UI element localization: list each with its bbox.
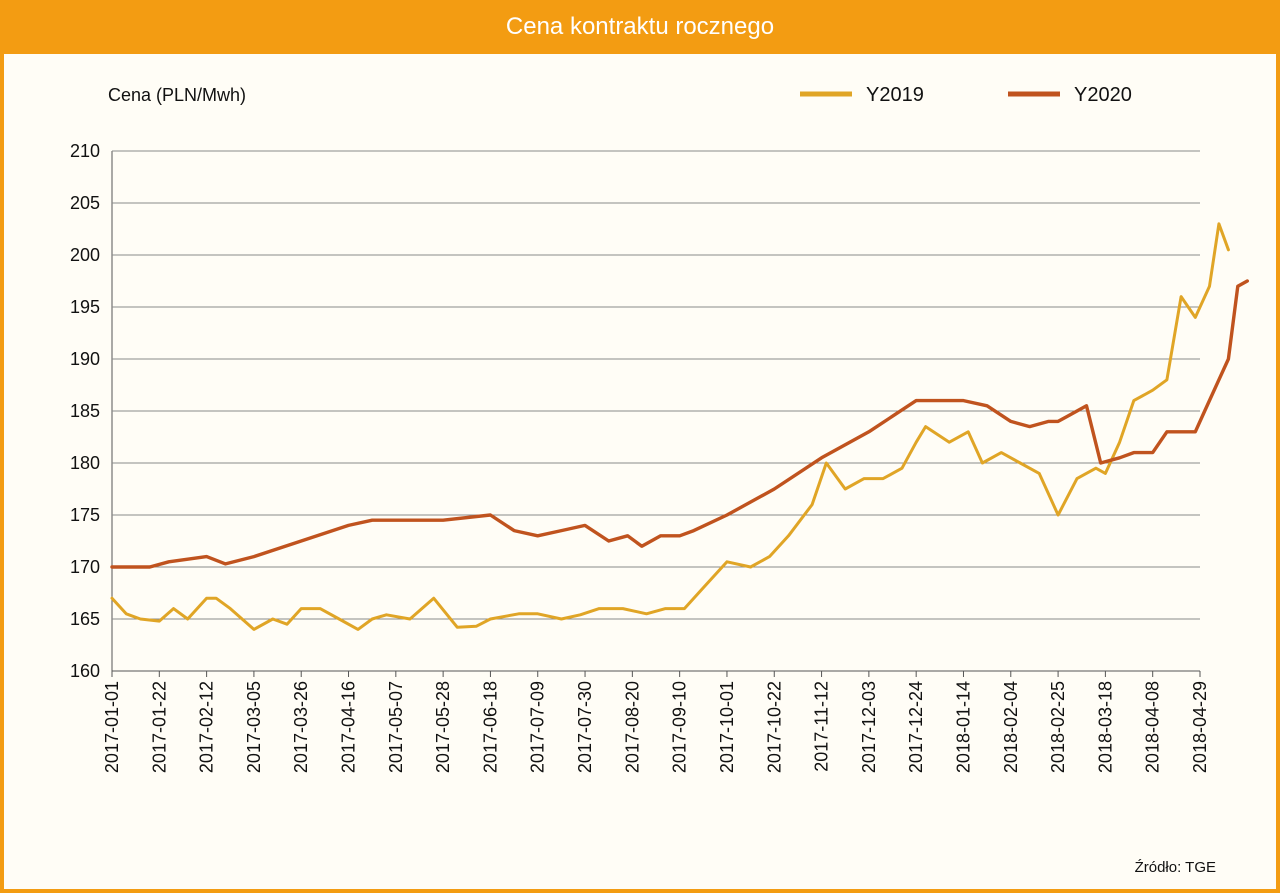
x-tick-label: 2017-01-22 (149, 681, 169, 773)
series-line-y2019 (110, 222, 1230, 631)
x-tick-label: 2017-10-01 (717, 681, 737, 773)
x-tick-label: 2017-12-24 (906, 681, 926, 773)
chart-title-bar: Cena kontraktu rocznego (0, 0, 1280, 54)
x-tick-label: 2018-04-29 (1190, 681, 1210, 773)
legend-label-y2020: Y2020 (1074, 84, 1132, 106)
x-tick-label: 2017-11-12 (812, 681, 832, 772)
x-tick-label: 2018-01-14 (953, 681, 973, 773)
y-tick-label: 205 (70, 193, 100, 213)
x-tick-label: 2017-05-28 (433, 681, 453, 773)
x-tick-label: 2018-03-18 (1095, 681, 1115, 773)
x-tick-label: 2017-09-10 (670, 681, 690, 773)
x-tick-label: 2017-03-26 (291, 681, 311, 773)
x-tick-label: 2017-10-22 (764, 681, 784, 773)
y-axis-label: Cena (PLN/Mwh) (108, 85, 246, 105)
chart-title: Cena kontraktu rocznego (505, 13, 775, 40)
y-tick-label: 190 (70, 349, 100, 369)
series-points-y2020 (111, 280, 1248, 568)
x-tick-label: 2017-08-20 (622, 681, 642, 773)
series-points-y2019 (111, 223, 1229, 630)
y-tick-label: 165 (70, 609, 100, 629)
series-line-y2020 (110, 279, 1250, 569)
source-note: Źródło: TGE (1135, 859, 1216, 876)
x-tick-label: 2017-07-09 (528, 681, 548, 773)
y-tick-label: 195 (70, 297, 100, 317)
y-tick-label: 200 (70, 245, 100, 265)
y-tick-label: 175 (70, 505, 100, 525)
x-tick-label: 2018-02-25 (1048, 681, 1068, 773)
x-tick-label: 2017-04-16 (339, 681, 359, 773)
x-tick-label: 2017-03-05 (244, 681, 264, 773)
legend-label-y2019: Y2019 (866, 84, 924, 106)
x-tick-label: 2017-01-01 (102, 681, 122, 773)
x-tick-label: 2018-04-08 (1143, 681, 1163, 773)
x-tick-label: 2017-05-07 (386, 681, 406, 773)
x-tick-label: 2017-07-30 (575, 681, 595, 773)
x-tick-label: 2017-06-18 (480, 681, 500, 773)
y-tick-label: 210 (70, 141, 100, 161)
y-tick-label: 160 (70, 661, 100, 681)
x-tick-label: 2017-12-03 (859, 681, 879, 773)
y-tick-label: 185 (70, 401, 100, 421)
y-tick-label: 180 (70, 453, 100, 473)
x-tick-label: 2018-02-04 (1001, 681, 1021, 773)
x-tick-label: 2017-02-12 (197, 681, 217, 773)
y-tick-label: 170 (70, 557, 100, 577)
